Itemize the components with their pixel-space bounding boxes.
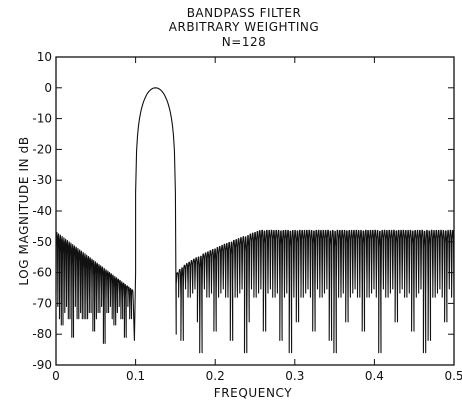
y-tick-label: -20: [32, 142, 52, 156]
y-tick-label: -70: [32, 296, 52, 310]
y-tick-label: -30: [32, 173, 52, 187]
y-tick-label: -80: [32, 327, 52, 341]
x-tick-label: 0.1: [126, 369, 145, 383]
x-axis-label: FREQUENCY: [214, 386, 293, 400]
y-tick-label: 0: [44, 81, 52, 95]
y-tick-label: -40: [32, 204, 52, 218]
x-tick-label: 0.5: [444, 369, 462, 383]
magnitude-response-line: [55, 87, 455, 354]
y-tick-label: -50: [32, 235, 52, 249]
x-tick-label: 0.2: [206, 369, 225, 383]
y-axis-ticks: 10 0 -10 -20 -30 -40 -50 -60 -70 -80 -90: [32, 50, 454, 372]
x-axis-ticks: 0 0.1 0.2 0.3 0.4 0.5: [52, 57, 462, 383]
x-tick-label: 0.3: [285, 369, 304, 383]
chart-title-line-1: BANDPASS FILTER: [187, 6, 302, 20]
x-tick-label: 0: [52, 369, 60, 383]
x-tick-label: 0.4: [365, 369, 384, 383]
y-tick-label: 10: [37, 50, 52, 64]
y-tick-label: -10: [32, 112, 52, 126]
y-tick-label: -60: [32, 266, 52, 280]
chart-title-line-3: N=128: [222, 35, 266, 49]
y-axis-label: LOG MAGNITUDE IN dB: [17, 136, 31, 285]
y-tick-label: -90: [32, 358, 52, 372]
chart-title-line-2: ARBITRARY WEIGHTING: [169, 20, 319, 34]
